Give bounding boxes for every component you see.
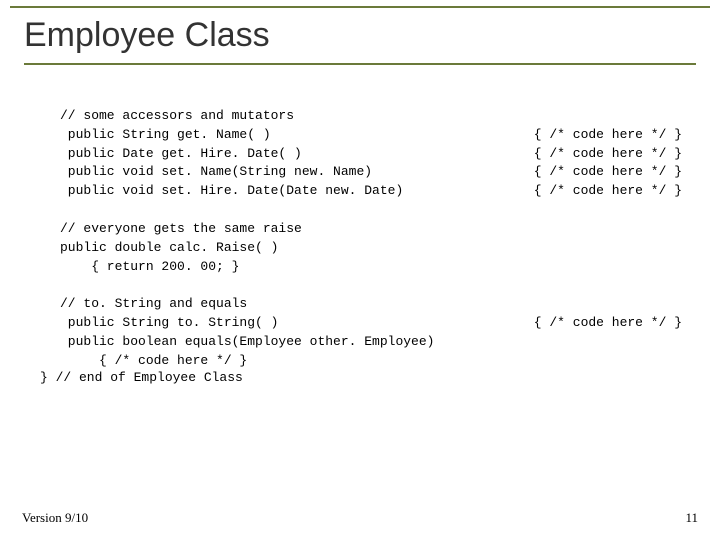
top-accent-line — [10, 6, 710, 8]
code-row: public String to. String( ) { /* code her… — [60, 314, 690, 333]
code-row: public void set. Name(String new. Name) {… — [60, 163, 690, 182]
code-right: { /* code here */ } — [534, 163, 690, 182]
code-comment-1: // some accessors and mutators — [60, 108, 294, 123]
code-left: public String get. Name( ) — [60, 126, 271, 145]
code-block-3-rest: public boolean equals(Employee other. Em… — [60, 334, 434, 368]
code-right: { /* code here */ } — [534, 182, 690, 201]
page-title: Employee Class — [24, 16, 696, 63]
code-row: public Date get. Hire. Date( ) { /* code … — [60, 145, 690, 164]
code-left: public void set. Hire. Date(Date new. Da… — [60, 182, 403, 201]
code-left: public void set. Name(String new. Name) — [60, 163, 372, 182]
code-closing: } // end of Employee Class — [40, 370, 243, 385]
code-row: public String get. Name( ) { /* code here… — [60, 126, 690, 145]
code-block: // some accessors and mutators public St… — [60, 88, 690, 371]
code-comment-3: // to. String and equals — [60, 296, 247, 311]
title-underline — [24, 63, 696, 65]
code-left: public String to. String( ) — [60, 314, 278, 333]
title-section: Employee Class — [24, 16, 696, 65]
code-right: { /* code here */ } — [534, 126, 690, 145]
code-block-2: // everyone gets the same raise public d… — [60, 221, 302, 274]
code-right: { /* code here */ } — [534, 145, 690, 164]
footer-page-number: 11 — [685, 510, 698, 526]
code-left: public Date get. Hire. Date( ) — [60, 145, 302, 164]
code-row: public void set. Hire. Date(Date new. Da… — [60, 182, 690, 201]
footer-version: Version 9/10 — [22, 510, 88, 526]
code-right: { /* code here */ } — [534, 314, 690, 333]
